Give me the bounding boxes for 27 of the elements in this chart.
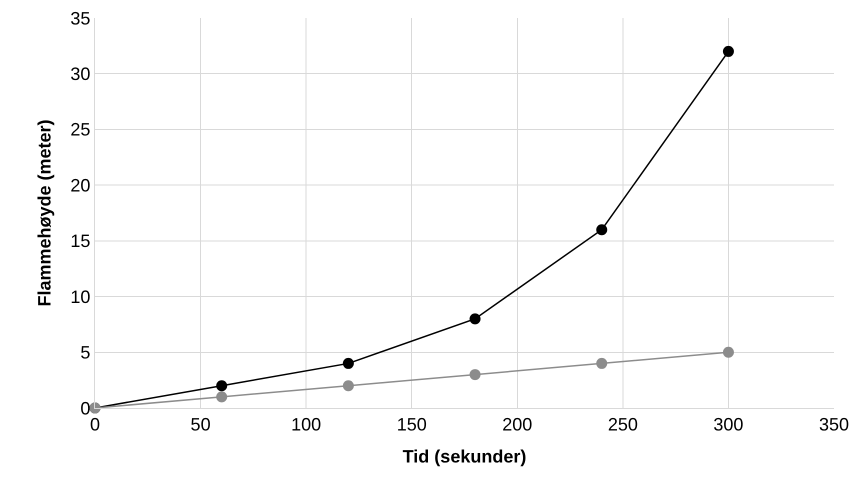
point [216, 380, 228, 392]
y-tick-label: 35 [70, 8, 90, 28]
point [470, 369, 481, 380]
point [342, 380, 354, 392]
y-axis-title: Flammehøyde (meter) [34, 119, 55, 307]
point [722, 346, 734, 358]
y-tick-label: 25 [70, 120, 90, 140]
y-tick-label: 30 [70, 64, 90, 84]
y-tick-label: 0 [80, 398, 90, 418]
x-tick-label: 100 [291, 414, 322, 435]
point [342, 358, 354, 369]
y-tick-label: 10 [70, 286, 90, 307]
x-tick-label: 250 [608, 414, 638, 435]
point [216, 391, 228, 402]
x-axis-title: Tid (sekunder) [402, 446, 526, 467]
x-tick-label: 200 [502, 414, 532, 435]
point [596, 224, 608, 236]
x-tick-label: 300 [713, 414, 744, 435]
y-tick-label: 5 [80, 342, 90, 363]
point [722, 46, 734, 57]
x-tick-label: 350 [818, 414, 850, 435]
x-tick-label: 50 [190, 414, 211, 435]
x-tick-label: 150 [396, 414, 427, 435]
y-tick-label: 20 [70, 175, 90, 196]
y-tick-label: 15 [70, 231, 90, 252]
point [470, 313, 481, 324]
point [596, 358, 608, 369]
